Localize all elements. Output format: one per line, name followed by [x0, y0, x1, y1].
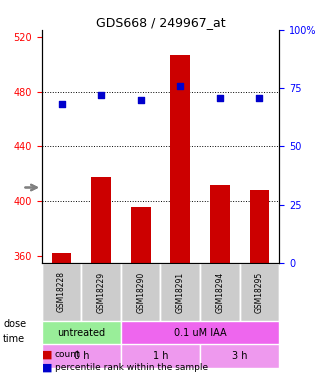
Text: GSM18291: GSM18291	[176, 272, 185, 313]
Point	[138, 97, 143, 103]
Text: 0.1 uM IAA: 0.1 uM IAA	[174, 328, 226, 338]
Bar	[170, 55, 190, 263]
Title: GDS668 / 249967_at: GDS668 / 249967_at	[96, 16, 225, 29]
Point	[257, 94, 262, 100]
Text: GSM18290: GSM18290	[136, 272, 145, 313]
FancyBboxPatch shape	[42, 344, 121, 368]
Text: untreated: untreated	[57, 328, 105, 338]
Text: time: time	[3, 334, 25, 344]
Text: GSM18295: GSM18295	[255, 272, 264, 313]
Bar	[91, 177, 111, 263]
Text: 0 h: 0 h	[74, 351, 89, 361]
Bar	[210, 185, 230, 263]
Bar	[52, 253, 71, 263]
Text: GSM18229: GSM18229	[97, 272, 106, 313]
Text: GSM18228: GSM18228	[57, 272, 66, 312]
FancyBboxPatch shape	[42, 321, 121, 344]
Bar	[249, 190, 269, 263]
Text: count: count	[55, 350, 80, 359]
FancyBboxPatch shape	[160, 263, 200, 321]
Text: GSM18294: GSM18294	[215, 272, 224, 313]
Point	[99, 92, 104, 98]
Text: ■: ■	[42, 363, 52, 372]
Point	[217, 94, 222, 100]
FancyBboxPatch shape	[121, 344, 200, 368]
FancyBboxPatch shape	[121, 263, 160, 321]
Text: 3 h: 3 h	[232, 351, 247, 361]
FancyBboxPatch shape	[121, 321, 279, 344]
FancyBboxPatch shape	[81, 263, 121, 321]
Point	[178, 83, 183, 89]
Text: 1 h: 1 h	[153, 351, 168, 361]
FancyBboxPatch shape	[200, 263, 240, 321]
FancyBboxPatch shape	[200, 344, 279, 368]
Text: dose: dose	[3, 320, 26, 329]
Point	[59, 102, 64, 108]
Bar	[131, 207, 151, 263]
FancyBboxPatch shape	[240, 263, 279, 321]
Text: percentile rank within the sample: percentile rank within the sample	[55, 363, 208, 372]
FancyBboxPatch shape	[42, 263, 81, 321]
Text: ■: ■	[42, 350, 52, 359]
